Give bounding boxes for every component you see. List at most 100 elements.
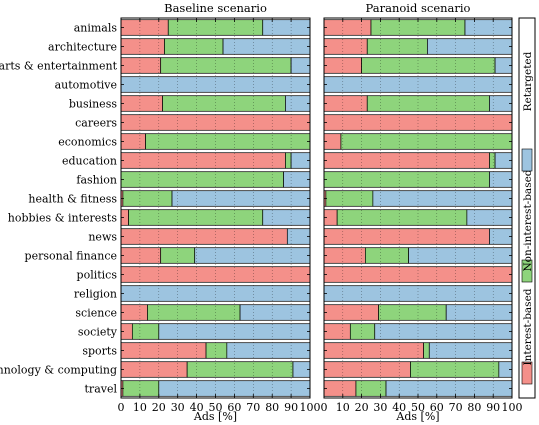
chart-panel: 0 10 20 30 40 50 60 70 80 90 100 Paranoid scenario A…	[321, 1, 523, 423]
bar-segment	[323, 342, 424, 359]
category-label: automotive	[55, 79, 117, 92]
bar-segment	[365, 247, 409, 264]
bar-segment	[325, 190, 374, 207]
bar-segment	[355, 380, 387, 397]
bar-segment	[323, 171, 490, 188]
bar-segment	[226, 342, 311, 359]
bar-segment	[285, 95, 311, 112]
category-label: science	[75, 307, 117, 320]
category-label: health & fitness	[28, 193, 117, 206]
bar-segment	[283, 171, 311, 188]
x-axis-label: Ads [%]	[395, 410, 439, 423]
bar-segment	[120, 19, 169, 36]
tick-label: 0	[118, 401, 125, 414]
panel-title: Paranoid scenario	[366, 1, 471, 15]
tick-label: 30	[373, 401, 387, 414]
category-label: careers	[75, 117, 117, 130]
bar-segment	[361, 57, 496, 74]
legend-swatch	[521, 148, 533, 172]
bar-segment	[423, 342, 430, 359]
bar-segment	[262, 19, 311, 36]
x-axis-label: Ads [%]	[193, 410, 237, 423]
bar-segment	[323, 152, 490, 169]
chart-panel: 0 10 20 30 40 50 60 70 80 90 100 Baseline scenario A…	[118, 1, 321, 423]
bar-segment	[489, 171, 513, 188]
category-label: politics	[77, 269, 118, 282]
tick-label: 80	[265, 401, 279, 414]
bar-segment	[323, 361, 411, 378]
category-label: sports	[82, 345, 117, 358]
bar-segment	[349, 323, 376, 340]
tick-label: 50	[411, 401, 425, 414]
tick-label: 100	[300, 401, 321, 414]
tick-label: 10	[336, 401, 350, 414]
category-label: hobbies & interests	[8, 212, 118, 225]
bar-segment	[122, 190, 173, 207]
bar-segment	[205, 342, 228, 359]
bar-segment	[374, 323, 513, 340]
category-label: animals	[74, 22, 118, 35]
bar-segment	[340, 133, 513, 150]
bar-segment	[160, 57, 292, 74]
bar-segment	[131, 323, 160, 340]
legend-swatch	[521, 361, 533, 385]
category-label: personal finance	[25, 250, 117, 263]
category-label: society	[78, 326, 118, 339]
bar-segment	[336, 209, 468, 226]
bar-segment	[147, 304, 241, 321]
bar-segment	[323, 304, 379, 321]
bar-segment	[372, 190, 513, 207]
legend-label: Non-interest-based	[522, 169, 534, 271]
tick-label: 90	[284, 401, 298, 414]
bar-segment	[164, 38, 224, 55]
bar-segment	[466, 209, 513, 226]
tick-label: 50	[209, 401, 223, 414]
bar-segment	[428, 342, 513, 359]
tick-label: 30	[171, 401, 185, 414]
bar-segment	[120, 171, 284, 188]
bar-segment	[239, 304, 311, 321]
legend-frame	[518, 17, 536, 399]
tick-label: 10	[133, 401, 147, 414]
bar-segment	[286, 228, 311, 245]
category-label: religion	[74, 288, 117, 301]
bar-segment	[222, 38, 311, 55]
category-label: news	[88, 231, 117, 244]
tick-label: 90	[486, 401, 500, 414]
category-label: education	[62, 155, 117, 168]
tick-label: 70	[449, 401, 463, 414]
bar-segment	[120, 304, 148, 321]
bar-segment	[171, 190, 311, 207]
tick-label: 80	[467, 401, 481, 414]
bar-segment	[120, 57, 162, 74]
bar-segment	[323, 38, 368, 55]
bar-segment	[323, 247, 366, 264]
bar-segment	[489, 152, 496, 169]
bar-segment	[410, 361, 500, 378]
bar-segment	[120, 152, 286, 169]
bar-segment	[120, 38, 165, 55]
bar-segment	[366, 38, 428, 55]
bar-segment	[285, 152, 292, 169]
bar-segment	[323, 19, 372, 36]
bar-segment	[262, 209, 311, 226]
bar-segment	[128, 209, 264, 226]
bar-segment	[120, 228, 288, 245]
bar-segment	[427, 38, 513, 55]
bar-segment	[120, 361, 188, 378]
bar-segment	[489, 95, 513, 112]
bar-segment	[120, 133, 146, 150]
bar-segment	[194, 247, 311, 264]
tick-label: 40	[190, 401, 204, 414]
panel-title: Baseline scenario	[164, 1, 267, 15]
tick-label: 20	[152, 401, 166, 414]
tick-label: 60	[227, 401, 241, 414]
tick-label: 0	[321, 401, 328, 414]
legend: Interest-based Non-interest-based Retarget…	[518, 17, 536, 399]
bar-segment	[323, 228, 490, 245]
bar-segment	[323, 380, 357, 397]
bar-segment	[323, 323, 351, 340]
bar-segment	[378, 304, 447, 321]
bar-segment	[445, 304, 513, 321]
